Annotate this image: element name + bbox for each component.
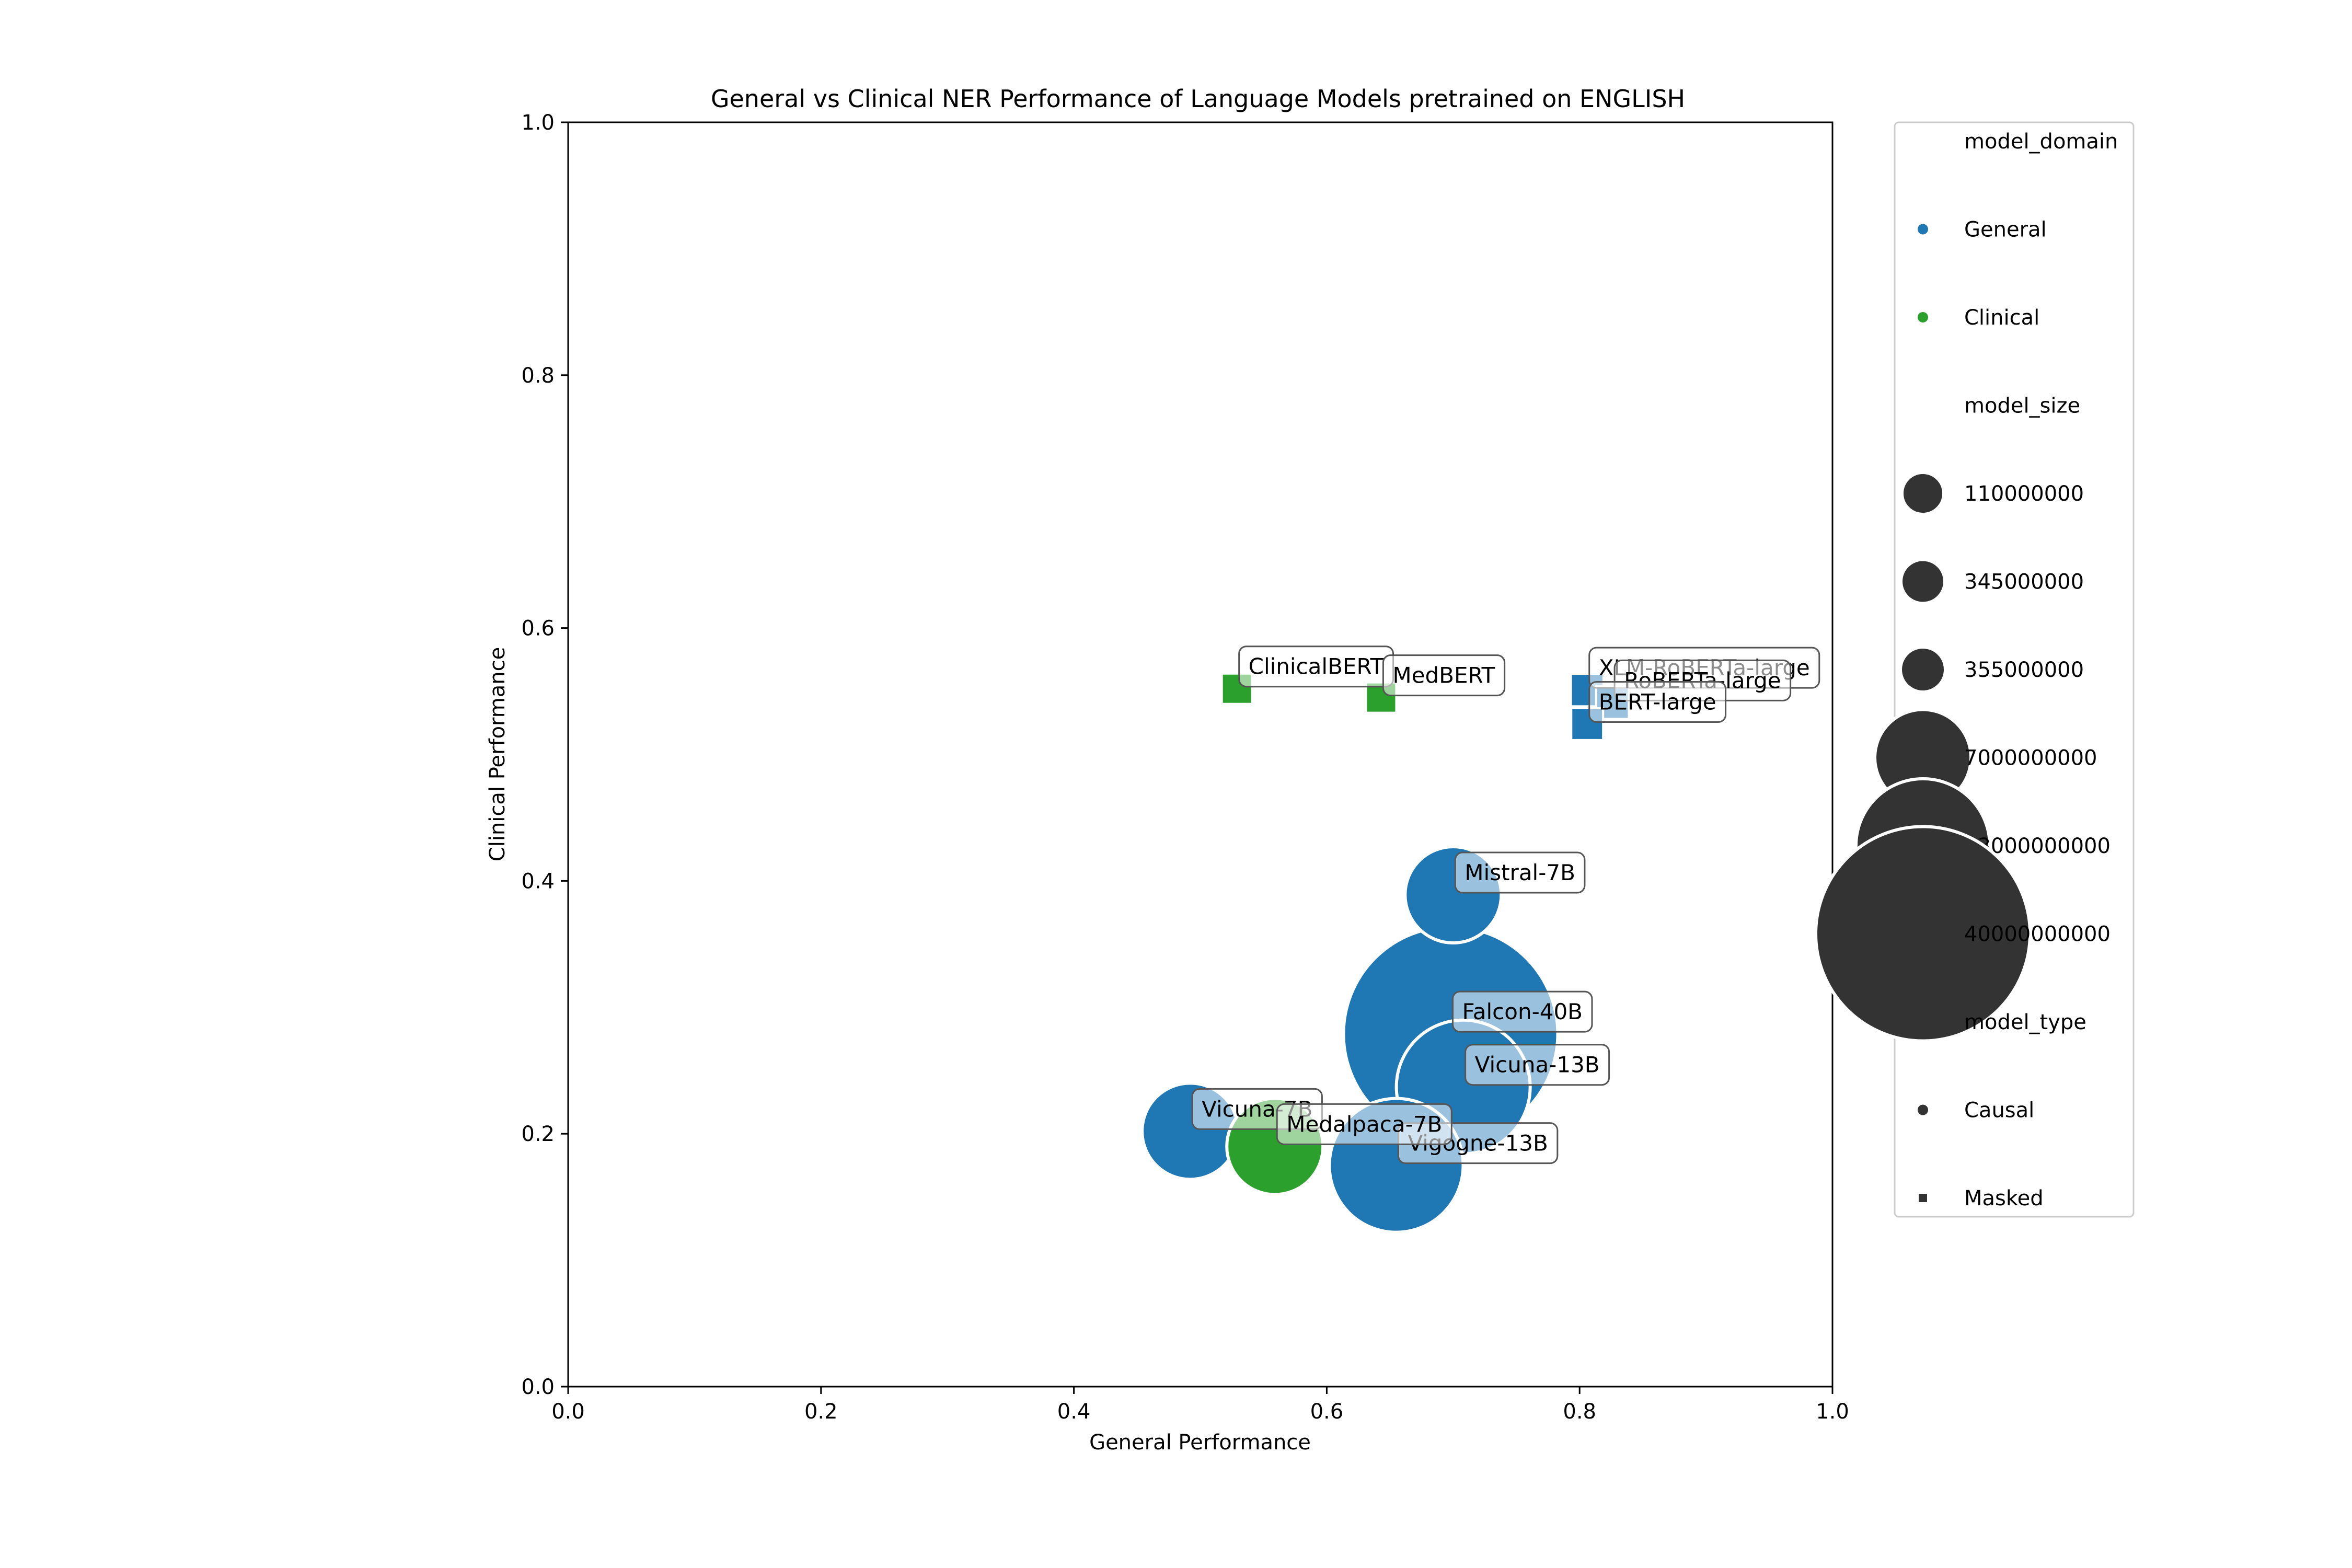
y-tick-label: 0.8 <box>521 364 555 388</box>
legend-label-size: 345000000 <box>1964 570 2084 594</box>
legend-marker-causal <box>1918 1104 1928 1115</box>
x-tick-label: 0.8 <box>1563 1400 1596 1424</box>
legend-size-marker <box>1899 645 1947 694</box>
legend-label-clinical: Clinical <box>1964 306 2039 330</box>
point-labels: Falcon-40BVicuna-13BVigogne-13BMistral-7… <box>1191 645 1820 1165</box>
legend-title-size: model_size <box>1964 394 2080 418</box>
point-label-text: Falcon-40B <box>1462 999 1583 1024</box>
x-tick-label: 0.0 <box>551 1400 585 1424</box>
legend-marker-general <box>1918 224 1928 235</box>
point-label-text: ClinicalBERT <box>1249 654 1384 679</box>
point-label-box <box>1451 990 1593 1033</box>
x-axis-label: General Performance <box>1089 1431 1311 1455</box>
point-label-box <box>1276 1103 1452 1145</box>
y-axis-label: Clinical Performance <box>486 647 510 861</box>
point-label: Mistral-7B <box>1454 851 1586 894</box>
plot-frame <box>567 121 1834 1388</box>
legend-label-size: 355000000 <box>1964 658 2084 682</box>
point-label-box <box>1454 851 1586 894</box>
point-label-box <box>1382 654 1506 697</box>
legend-label-size: 40000000000 <box>1964 923 2111 947</box>
point-label-box <box>1465 1044 1610 1086</box>
point-label-text: Medalpaca-7B <box>1286 1111 1442 1137</box>
point-label: BERT-large <box>1588 681 1727 723</box>
legend-size-marker <box>1814 825 2032 1043</box>
y-tick-label: 0.4 <box>521 869 555 893</box>
x-tick-label: 0.6 <box>1310 1400 1344 1424</box>
y-axis: 0.0 0.2 0.4 0.6 0.8 1.0 <box>521 111 568 1399</box>
point-label-text: MedBERT <box>1392 663 1495 688</box>
point-label: Medalpaca-7B <box>1276 1103 1452 1145</box>
point-label-box <box>1588 681 1727 723</box>
point-label: Vicuna-13B <box>1465 1044 1610 1086</box>
legend-label-size: 110000000 <box>1964 482 2084 506</box>
legend-marker-clinical <box>1918 312 1928 322</box>
point-label-text: BERT-large <box>1599 689 1716 714</box>
y-tick-label: 0.6 <box>521 617 555 641</box>
point-label-text: Mistral-7B <box>1465 860 1575 885</box>
point-label: MedBERT <box>1382 654 1506 697</box>
legend-label-general: General <box>1964 218 2047 242</box>
x-tick-label: 1.0 <box>1816 1400 1849 1424</box>
legend-title-type: model_type <box>1964 1010 2086 1034</box>
x-axis: 0.0 0.2 0.4 0.6 0.8 1.0 <box>551 1387 1849 1424</box>
legend-label-causal: Causal <box>1964 1099 2034 1123</box>
x-tick-label: 0.4 <box>1057 1400 1091 1424</box>
legend: model_domain General Clinical model_size 110… <box>1814 121 2135 1218</box>
y-tick-label: 1.0 <box>521 111 555 135</box>
legend-size-marker <box>1900 471 1945 516</box>
legend-title-domain: model_domain <box>1964 130 2118 154</box>
legend-label-masked: Masked <box>1964 1186 2044 1210</box>
point-label: Falcon-40B <box>1451 990 1593 1033</box>
chart-title: General vs Clinical NER Performance of L… <box>711 85 1685 113</box>
x-tick-label: 0.2 <box>804 1400 838 1424</box>
point-label-text: Vicuna-13B <box>1475 1052 1600 1078</box>
y-tick-label: 0.2 <box>521 1122 555 1146</box>
legend-label-size: 7000000000 <box>1964 746 2097 770</box>
y-tick-label: 0.0 <box>521 1375 555 1399</box>
legend-size-marker <box>1899 558 1946 605</box>
legend-marker-masked <box>1919 1194 1927 1202</box>
point-label: ClinicalBERT <box>1238 645 1394 688</box>
